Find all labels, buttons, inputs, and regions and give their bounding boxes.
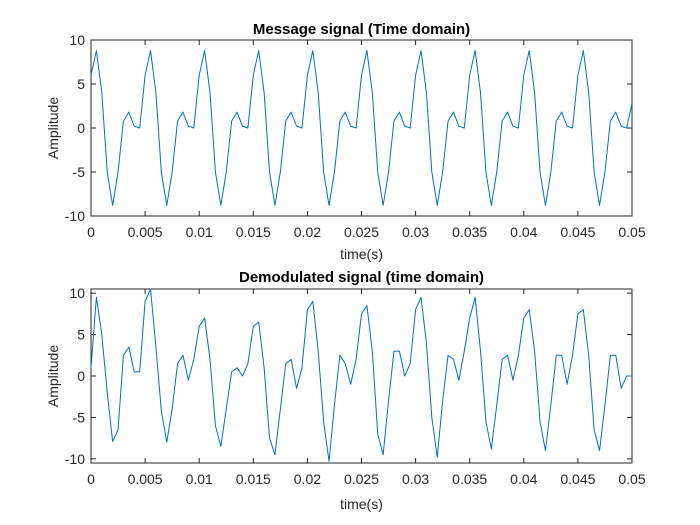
subplot-message-signal: 0 0.005 0.01 0.015 0.02 0.025 0.03 0.035 0.04 0.0… (45, 21, 646, 262)
y-tick-label: 10 (69, 285, 85, 301)
y-tick-label: 0 (77, 120, 85, 136)
x-tick-label: 0.035 (452, 224, 487, 240)
x-tick-label: 0 (87, 224, 95, 240)
x-tick-label: 0.01 (186, 224, 213, 240)
y-tick-label: -10 (65, 451, 85, 467)
y-tick-label: 10 (69, 32, 85, 48)
y-tick-label: -5 (73, 409, 86, 425)
x-tick-label: 0.035 (452, 471, 487, 487)
x-tick-label: 0.05 (618, 224, 645, 240)
y-axis-label: Amplitude (45, 97, 61, 159)
x-tick-label: 0 (87, 471, 95, 487)
y-tick-label: 0 (77, 368, 85, 384)
x-tick-label: 0.015 (236, 224, 271, 240)
y-tick-label: -10 (65, 208, 85, 224)
x-tick-label: 0.05 (618, 471, 645, 487)
x-tick-label: 0.005 (128, 224, 163, 240)
x-tick-label: 0.045 (560, 224, 595, 240)
x-ticks: 0 0.005 0.01 0.015 0.02 0.025 0.03 0.035 0.04 0.0… (87, 289, 646, 487)
y-tick-label: 5 (77, 76, 85, 92)
subplot-demodulated-signal: 0 0.005 0.01 0.015 0.02 0.025 0.03 0.035 0.04 0.0… (45, 269, 646, 512)
plot-area (90, 39, 633, 217)
y-ticks: 10 5 0 -5 -10 (65, 32, 632, 224)
x-tick-label: 0.04 (510, 224, 537, 240)
series-line (90, 288, 632, 462)
x-ticks: 0 0.005 0.01 0.015 0.02 0.025 0.03 0.035 0.04 0.0… (87, 40, 646, 240)
x-axis-label: time(s) (340, 246, 383, 262)
x-tick-label: 0.045 (560, 471, 595, 487)
x-tick-label: 0.025 (344, 471, 379, 487)
x-tick-label: 0.025 (344, 224, 379, 240)
x-tick-label: 0.005 (128, 471, 163, 487)
chart-title: Message signal (Time domain) (253, 21, 470, 38)
x-tick-label: 0.02 (294, 224, 321, 240)
x-tick-label: 0.04 (510, 471, 537, 487)
y-tick-label: 5 (77, 327, 85, 343)
x-tick-label: 0.03 (402, 471, 429, 487)
x-axis-label: time(s) (340, 496, 383, 512)
y-axis-label: Amplitude (45, 345, 61, 407)
x-tick-label: 0.015 (236, 471, 271, 487)
chart-title: Demodulated signal (time domain) (239, 269, 484, 286)
y-tick-label: -5 (73, 164, 86, 180)
x-tick-label: 0.01 (186, 471, 213, 487)
x-tick-label: 0.02 (294, 471, 321, 487)
x-tick-label: 0.03 (402, 224, 429, 240)
series-line (90, 50, 633, 206)
